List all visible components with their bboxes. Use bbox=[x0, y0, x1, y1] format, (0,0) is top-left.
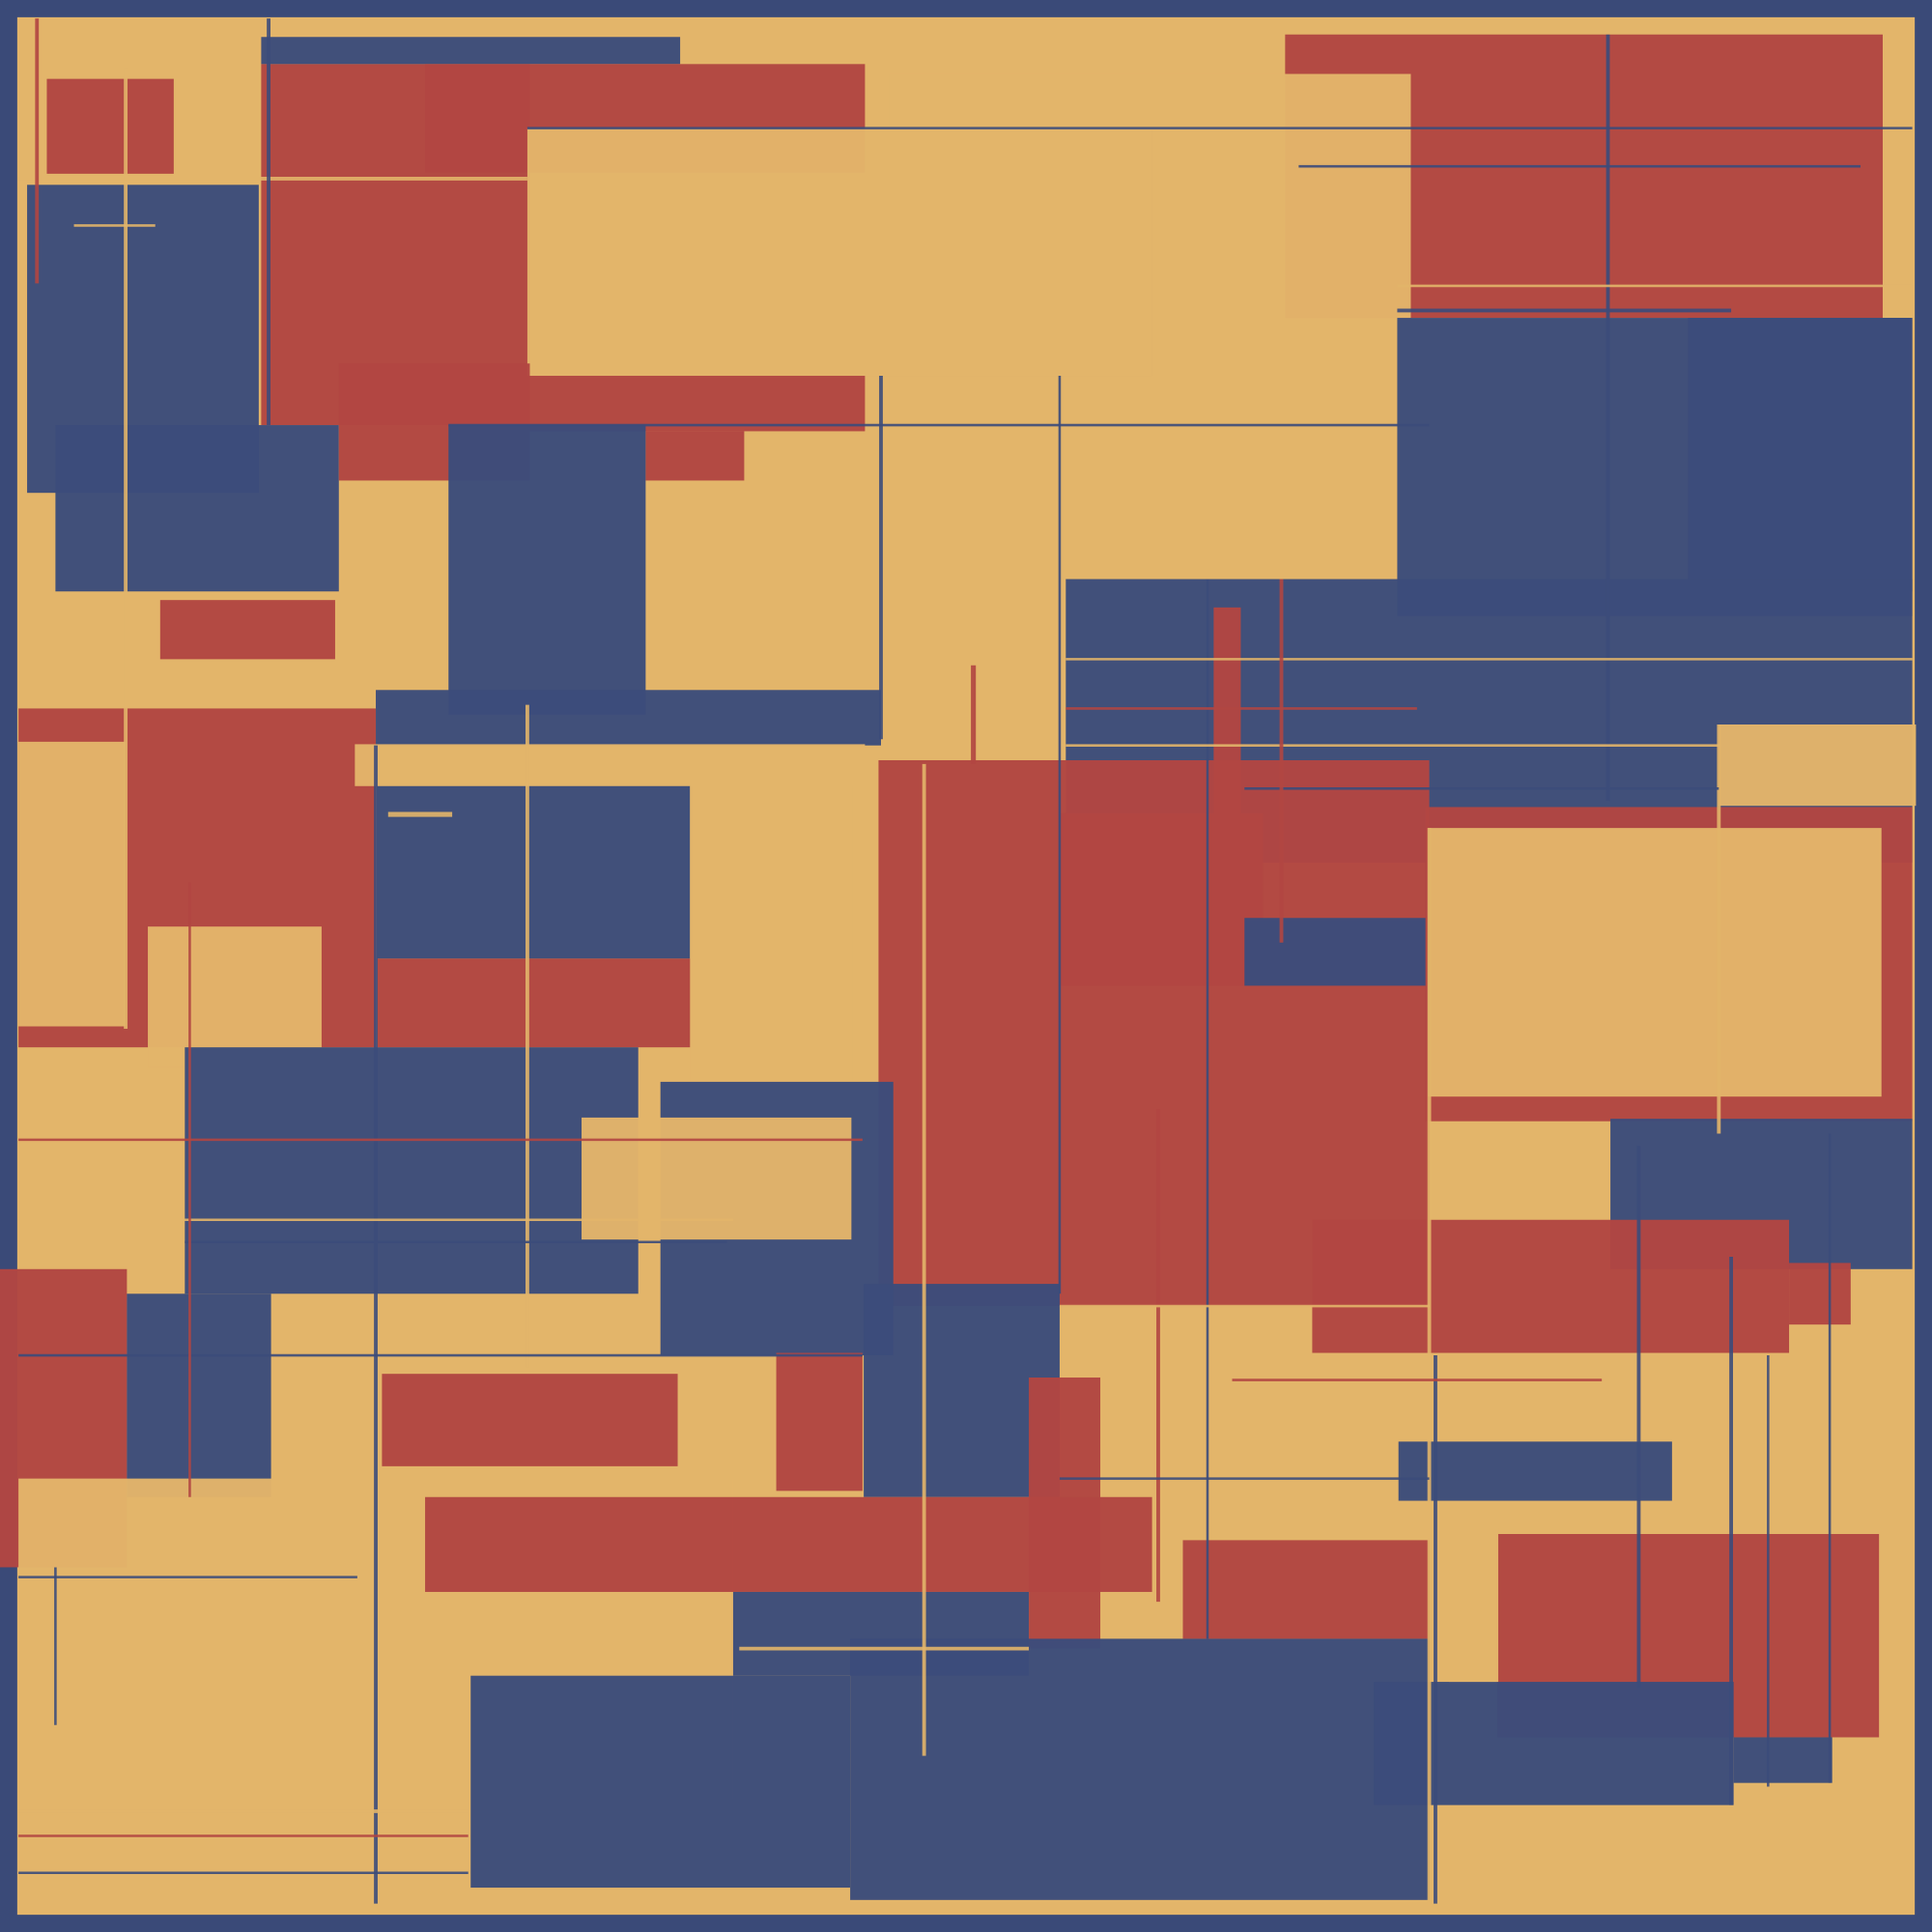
rectangle-54 bbox=[1733, 1737, 1833, 1783]
rectangle-16 bbox=[1688, 318, 1913, 592]
rectangle-41 bbox=[382, 1374, 678, 1466]
rectangle-29 bbox=[377, 958, 691, 1048]
rectangle-51 bbox=[850, 1638, 1430, 1900]
rectangle-34 bbox=[582, 1117, 852, 1240]
rectangle-23 bbox=[1059, 812, 1264, 986]
rectangle-36 bbox=[1312, 1219, 1790, 1353]
rectangle-42 bbox=[776, 1352, 863, 1492]
rectangle-48 bbox=[1398, 1441, 1672, 1501]
rectangle-24 bbox=[1244, 918, 1426, 986]
rectangle-21 bbox=[18, 741, 127, 1027]
lines-layer bbox=[18, 18, 1913, 1904]
rectangle-39 bbox=[127, 1293, 271, 1497]
rectangle-6 bbox=[526, 128, 1152, 377]
rectangle-2 bbox=[46, 78, 174, 174]
rectangle-50 bbox=[470, 1675, 851, 1889]
rectangle-10 bbox=[529, 376, 866, 432]
rectangle-47 bbox=[1182, 1540, 1430, 1639]
rectangle-40 bbox=[864, 1284, 1060, 1497]
rectangle-12 bbox=[448, 425, 646, 715]
rectangle-19 bbox=[1719, 724, 1917, 807]
rectangle-8 bbox=[55, 425, 339, 592]
rectangle-27 bbox=[690, 785, 853, 1093]
rectangles-layer bbox=[0, 34, 1917, 1900]
rectangle-14 bbox=[159, 600, 335, 660]
rectangle-11 bbox=[645, 431, 745, 481]
rectangle-45 bbox=[425, 1496, 1152, 1592]
rectangle-28 bbox=[148, 926, 322, 1067]
rectangle-31 bbox=[1428, 828, 1882, 1097]
rectangle-13 bbox=[376, 690, 881, 746]
rectangle-53 bbox=[1449, 1527, 1499, 1683]
rectangle-25 bbox=[355, 744, 866, 786]
rectangle-1 bbox=[261, 37, 681, 65]
rectangle-32 bbox=[185, 1047, 639, 1294]
rectangle-37 bbox=[1789, 1263, 1851, 1325]
